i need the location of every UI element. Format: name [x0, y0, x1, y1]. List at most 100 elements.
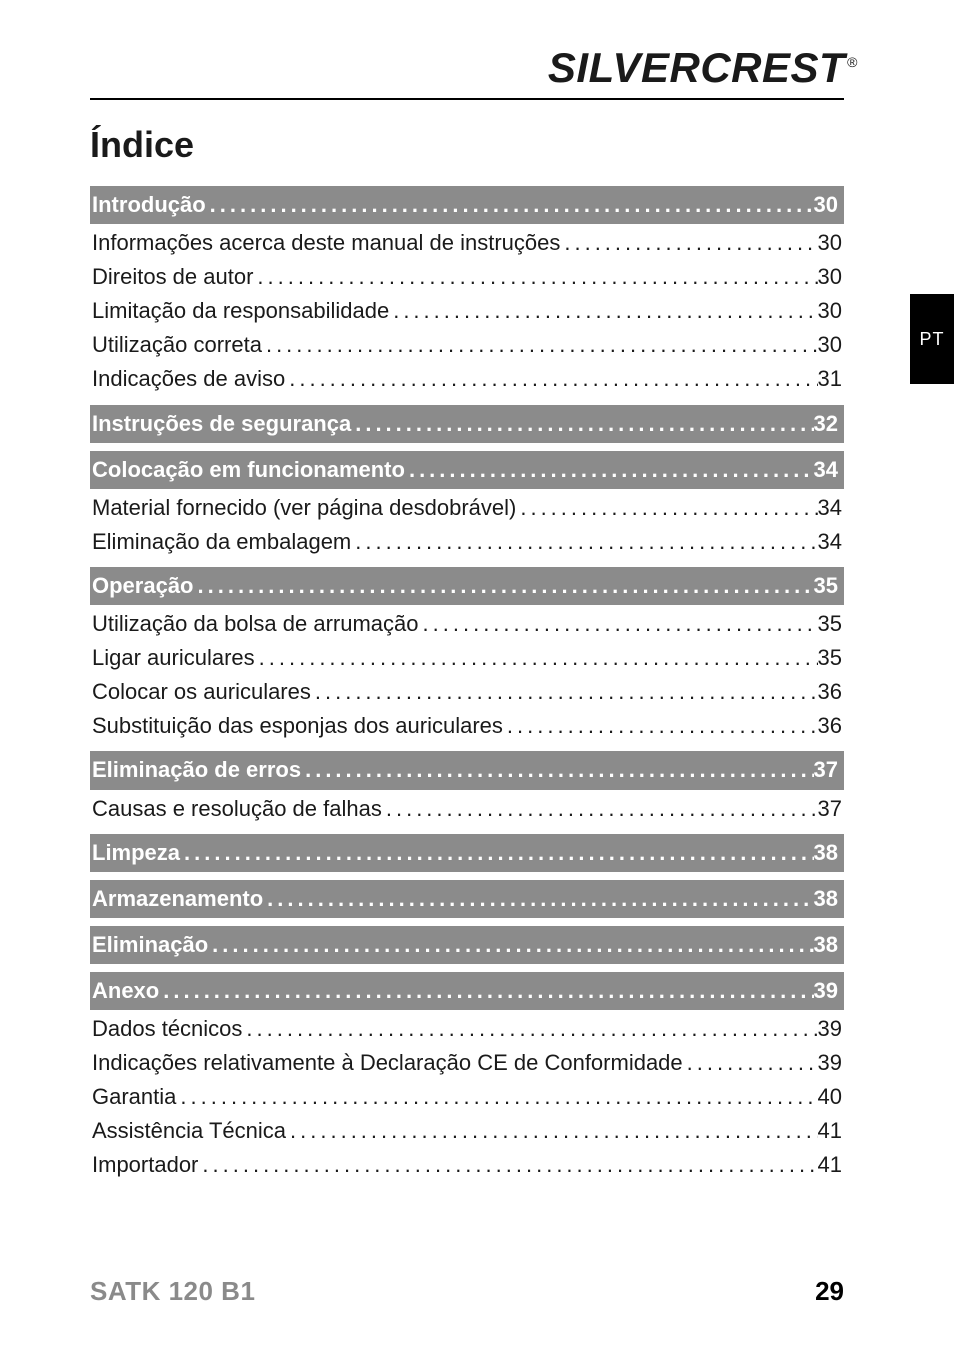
toc-page-number: 34: [814, 453, 838, 487]
toc-label: Limpeza: [92, 836, 180, 870]
brand-word-2: CREST: [700, 44, 845, 91]
toc-leader-dots: [503, 709, 818, 743]
toc-entry: Colocar os auriculares36: [90, 675, 844, 709]
brand-word-1: SILVER: [548, 44, 700, 91]
toc-leader-dots: [253, 260, 817, 294]
toc-label: Dados técnicos: [92, 1012, 242, 1046]
toc-section: Anexo 39: [90, 972, 844, 1010]
toc-label: Limitação da responsabilidade: [92, 294, 389, 328]
toc-entry: Informações acerca deste manual de instr…: [90, 226, 844, 260]
toc-page-number: 35: [818, 607, 842, 641]
toc-section: Limpeza 38: [90, 834, 844, 872]
toc-label: Anexo: [92, 974, 159, 1008]
toc-leader-dots: [198, 1148, 817, 1182]
toc-leader-dots: [311, 675, 818, 709]
footer-page-number: 29: [815, 1276, 844, 1307]
toc-label: Utilização da bolsa de arrumação: [92, 607, 419, 641]
toc-leader-dots: [351, 407, 813, 441]
toc-entry: Eliminação da embalagem 34: [90, 525, 844, 559]
toc-page-number: 40: [818, 1080, 842, 1114]
toc-label: Armazenamento: [92, 882, 263, 916]
toc-label: Ligar auriculares: [92, 641, 255, 675]
page-title: Índice: [90, 124, 844, 166]
toc-section: Introdução30: [90, 186, 844, 224]
toc-leader-dots: [301, 753, 813, 787]
toc-page-number: 38: [814, 836, 838, 870]
toc-leader-dots: [285, 362, 817, 396]
toc-leader-dots: [206, 188, 814, 222]
toc-label: Material fornecido (ver página desdobráv…: [92, 491, 516, 525]
toc-leader-dots: [405, 453, 814, 487]
toc-label: Eliminação da embalagem: [92, 525, 351, 559]
toc-page-number: 30: [818, 226, 842, 260]
toc-section: Eliminação 38: [90, 926, 844, 964]
toc-page-number: 30: [818, 328, 842, 362]
toc-entry: Importador 41: [90, 1148, 844, 1182]
toc-leader-dots: [159, 974, 813, 1008]
toc-leader-dots: [262, 328, 818, 362]
toc-page-number: 41: [818, 1148, 842, 1182]
toc-leader-dots: [389, 294, 817, 328]
toc-page-number: 32: [814, 407, 838, 441]
language-code: PT: [919, 329, 944, 350]
toc-page-number: 37: [814, 753, 838, 787]
toc-leader-dots: [242, 1012, 817, 1046]
table-of-contents: Introdução30Informações acerca deste man…: [90, 186, 844, 1182]
toc-page-number: 30: [818, 260, 842, 294]
toc-page-number: 30: [818, 294, 842, 328]
toc-leader-dots: [560, 226, 817, 260]
toc-page-number: 34: [818, 491, 842, 525]
toc-entry: Ligar auriculares 35: [90, 641, 844, 675]
toc-leader-dots: [194, 569, 814, 603]
toc-page-number: 31: [818, 362, 842, 396]
toc-leader-dots: [208, 928, 813, 962]
toc-entry: Garantia 40: [90, 1080, 844, 1114]
brand-logo: SILVERCREST®: [90, 44, 858, 92]
toc-leader-dots: [263, 882, 813, 916]
toc-page-number: 41: [818, 1114, 842, 1148]
toc-section: Operação 35: [90, 567, 844, 605]
toc-entry: Utilização correta 30: [90, 328, 844, 362]
toc-leader-dots: [255, 641, 818, 675]
toc-label: Indicações relativamente à Declaração CE…: [92, 1046, 683, 1080]
toc-label: Substituição das esponjas dos auriculare…: [92, 709, 503, 743]
toc-page-number: 30: [814, 188, 838, 222]
toc-page-number: 39: [814, 974, 838, 1008]
toc-page-number: 39: [818, 1012, 842, 1046]
toc-page-number: 35: [814, 569, 838, 603]
brand-registered: ®: [847, 54, 858, 70]
toc-label: Importador: [92, 1148, 198, 1182]
toc-leader-dots: [683, 1046, 818, 1080]
toc-page-number: 34: [818, 525, 842, 559]
toc-page-number: 38: [814, 882, 838, 916]
toc-label: Direitos de autor: [92, 260, 253, 294]
toc-entry: Limitação da responsabilidade 30: [90, 294, 844, 328]
page: SILVERCREST® Índice Introdução30Informaç…: [0, 0, 954, 1347]
toc-entry: Assistência Técnica41: [90, 1114, 844, 1148]
toc-entry: Indicações relativamente à Declaração CE…: [90, 1046, 844, 1080]
toc-entry: Utilização da bolsa de arrumação 35: [90, 607, 844, 641]
toc-label: Utilização correta: [92, 328, 262, 362]
toc-page-number: 35: [818, 641, 842, 675]
toc-section: Instruções de segurança32: [90, 405, 844, 443]
toc-label: Colocar os auriculares: [92, 675, 311, 709]
toc-label: Colocação em funcionamento: [92, 453, 405, 487]
brand-rule: [90, 98, 844, 100]
toc-leader-dots: [419, 607, 818, 641]
toc-label: Garantia: [92, 1080, 176, 1114]
toc-page-number: 37: [818, 792, 842, 826]
toc-leader-dots: [180, 836, 813, 870]
toc-entry: Dados técnicos 39: [90, 1012, 844, 1046]
toc-entry: Material fornecido (ver página desdobráv…: [90, 491, 844, 525]
toc-label: Operação: [92, 569, 194, 603]
toc-entry: Direitos de autor 30: [90, 260, 844, 294]
toc-label: Eliminação: [92, 928, 208, 962]
toc-label: Indicações de aviso: [92, 362, 285, 396]
toc-label: Eliminação de erros: [92, 753, 301, 787]
toc-leader-dots: [382, 792, 818, 826]
toc-page-number: 38: [814, 928, 838, 962]
toc-page-number: 36: [818, 709, 842, 743]
toc-label: Informações acerca deste manual de instr…: [92, 226, 560, 260]
page-footer: SATK 120 B1 29: [90, 1276, 844, 1307]
footer-model: SATK 120 B1: [90, 1276, 255, 1307]
